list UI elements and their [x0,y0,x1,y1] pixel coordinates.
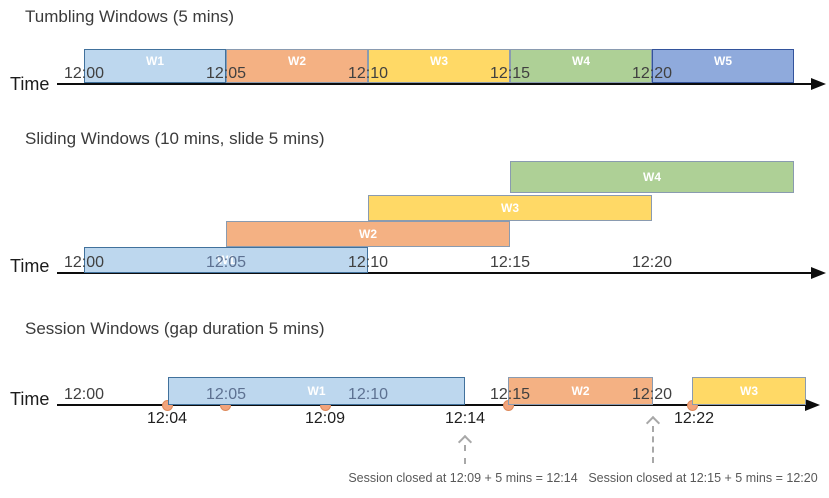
sliding-window-w1-label: W1 [217,253,235,267]
session-time-axis [57,404,807,406]
sliding-time-axis [57,272,813,274]
tumbling-window-w4: W4 [510,49,652,83]
tumbling-tick-1205: 12:05 [205,65,247,82]
session-close-annotation-2: Session closed at 12:15 + 5 mins = 12:20 [588,471,818,485]
sliding-axis-arrow-icon [811,267,826,279]
sliding-tick-1200: 12:00 [63,254,105,271]
session-window-w1: W1 [168,377,465,405]
tumbling-tick-1215: 12:15 [489,65,531,82]
session-title: Session Windows (gap duration 5 mins) [25,319,325,338]
dashed-line [652,426,654,463]
tumbling-window-w1-label: W1 [146,54,164,68]
tumbling-window-w2: W2 [226,49,368,83]
tumbling-axis-arrow-icon [811,78,826,90]
sliding-window-w4: W4 [510,161,794,193]
session-window-w2: W2 [508,377,653,405]
tumbling-window-w3-label: W3 [430,54,448,68]
sliding-tick-1210: 12:10 [347,254,389,271]
event-label-1209: 12:09 [304,410,346,427]
tumbling-window-w5-label: W5 [714,54,732,68]
sliding-tick-1215: 12:15 [489,254,531,271]
tumbling-tick-1220: 12:20 [631,65,673,82]
session-tick-1220: 12:20 [631,386,673,403]
session-window-w1-label: W1 [307,384,326,398]
session-window-w3: W3 [692,377,806,405]
sliding-window-w2-label: W2 [359,227,377,241]
tumbling-window-w4-label: W4 [572,54,590,68]
session-time-label: Time [10,389,50,409]
sliding-time-label: Time [10,256,50,276]
sliding-tick-1205: 12:05 [205,254,247,271]
event-label-1222: 12:22 [673,410,715,427]
tumbling-time-label: Time [10,74,50,94]
tumbling-window-w1: W1 [84,49,226,83]
sliding-window-w3: W3 [368,195,652,221]
sliding-window-w1: W1 [84,247,368,273]
session-tick-1200: 12:00 [63,386,105,403]
tumbling-time-axis [57,83,813,85]
sliding-window-w3-label: W3 [501,201,519,215]
tumbling-window-w2-label: W2 [288,54,306,68]
session-window-w3-label: W3 [740,384,758,398]
tumbling-title: Tumbling Windows (5 mins) [25,7,235,26]
dashed-line [464,445,466,464]
event-label-1204: 12:04 [146,410,188,427]
session-tick-1205: 12:05 [205,386,247,403]
session-tick-1215: 12:15 [489,386,531,403]
sliding-title: Sliding Windows (10 mins, slide 5 mins) [25,129,325,148]
session-window-w2-label: W2 [571,384,590,398]
event-dot-1204 [162,400,173,411]
sliding-tick-1220: 12:20 [631,254,673,271]
sliding-window-w2: W2 [226,221,510,247]
tumbling-tick-1210: 12:10 [347,65,389,82]
session-axis-arrow-icon [805,399,820,411]
event-label-1214: 12:14 [444,410,486,427]
tumbling-window-w5: W5 [652,49,794,83]
session-tick-1210: 12:10 [347,386,389,403]
tumbling-window-w3: W3 [368,49,510,83]
tumbling-tick-1200: 12:00 [63,65,105,82]
sliding-window-w4-label: W4 [643,170,661,184]
session-close-annotation-1: Session closed at 12:09 + 5 mins = 12:14 [348,471,578,485]
